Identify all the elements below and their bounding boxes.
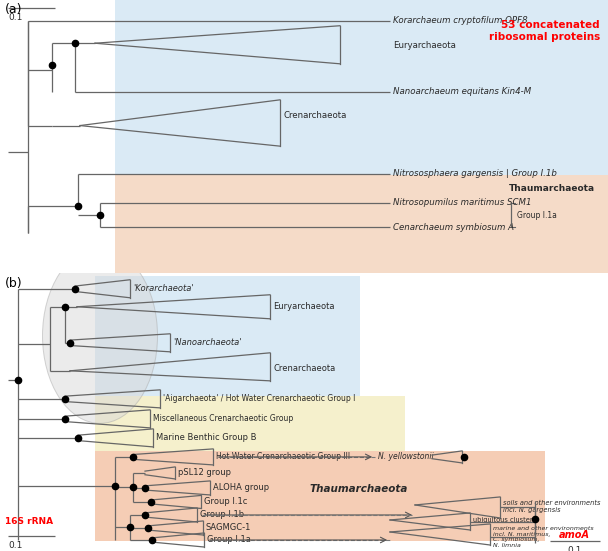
Text: Nitrososphaera gargensis | Group I.1b: Nitrososphaera gargensis | Group I.1b [393,170,557,179]
Text: Crenarchaeota: Crenarchaeota [283,111,347,120]
Text: SAGMGC-1: SAGMGC-1 [206,523,251,532]
Text: Group I.1b: Group I.1b [200,510,244,520]
Bar [115,175,608,273]
Ellipse shape [43,248,157,423]
Text: Group I.1c: Group I.1c [204,498,247,506]
Text: marine and other environments
incl. N. maritimus,
C. symbiosum,
N. limnia: marine and other environments incl. N. m… [493,526,593,548]
Text: Thaumarchaeota: Thaumarchaeota [509,184,595,193]
Text: Group I.1a: Group I.1a [517,210,557,220]
Text: Cenarchaeum symbiosum A: Cenarchaeum symbiosum A [393,223,514,232]
Text: Thaumarchaeota: Thaumarchaeota [310,484,409,494]
Text: 0.1: 0.1 [8,13,22,23]
Text: Korarchaeum cryptofilum OPF8: Korarchaeum cryptofilum OPF8 [393,16,528,25]
Text: Miscellaneous Crenarchaeotic Group: Miscellaneous Crenarchaeotic Group [153,414,293,423]
Text: 'Nanoarchaeota': 'Nanoarchaeota' [173,338,241,347]
Text: soils and other environments
incl. N. gargensis: soils and other environments incl. N. ga… [503,500,601,514]
Text: Group I.1a: Group I.1a [207,536,251,544]
Bar [115,0,608,273]
Text: ALOHA group: ALOHA group [213,483,269,493]
Text: Marine Benthic Group B: Marine Benthic Group B [156,434,257,442]
Text: Crenarchaeota: Crenarchaeota [273,364,335,374]
Text: 'Aigarchaeota' / Hot Water Crenarchaeotic Group I: 'Aigarchaeota' / Hot Water Crenarchaeoti… [163,395,355,403]
Text: (a): (a) [5,3,22,16]
Text: Euryarchaeota: Euryarchaeota [393,41,456,50]
Text: ubiquitous cluster: ubiquitous cluster [473,517,533,523]
Text: Hot Water Crenarchaeotic Group III: Hot Water Crenarchaeotic Group III [216,452,350,461]
Text: Nanoarchaeum equitans Kin4-M: Nanoarchaeum equitans Kin4-M [393,87,531,96]
Bar [95,396,405,451]
Text: N. yellowstonii: N. yellowstonii [378,452,434,461]
Text: (b): (b) [5,277,22,290]
Bar [95,451,545,541]
Text: amoA: amoA [559,530,590,540]
Text: pSL12 group: pSL12 group [178,468,231,477]
Text: 16S rRNA: 16S rRNA [5,517,53,526]
Text: 53 concatenated
ribosomal proteins: 53 concatenated ribosomal proteins [489,20,600,42]
Text: 'Korarchaeota': 'Korarchaeota' [133,284,193,293]
Text: 0.1: 0.1 [568,546,582,551]
Text: 0.1: 0.1 [8,541,22,550]
Text: Euryarchaeota: Euryarchaeota [273,302,334,311]
Bar [95,276,360,396]
Text: Nitrosopumilus maritimus SCM1: Nitrosopumilus maritimus SCM1 [393,198,531,207]
